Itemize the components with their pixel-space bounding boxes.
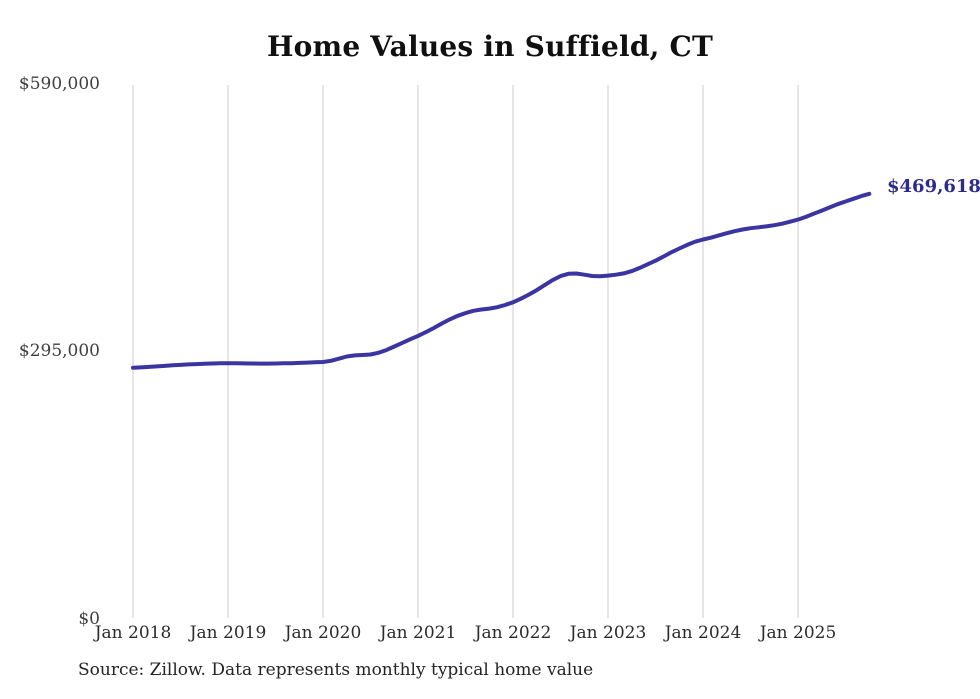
source-note: Source: Zillow. Data represents monthly … <box>78 660 594 680</box>
home-value-line <box>131 191 872 370</box>
x-axis-label-2019: Jan 2019 <box>189 623 267 643</box>
gridlines <box>132 85 799 618</box>
x-axis-label-2022: Jan 2022 <box>474 623 552 643</box>
latest-value-label: $469,618 <box>887 176 980 197</box>
chart-title: Home Values in Suffield, CT <box>266 30 714 63</box>
x-axis-label-2025: Jan 2025 <box>759 623 837 643</box>
x-axis-label-2021: Jan 2021 <box>379 623 457 643</box>
y-axis-label-top: $590,000 <box>18 74 100 94</box>
x-axis-label-2024: Jan 2024 <box>664 623 742 643</box>
x-axis-label-2018: Jan 2018 <box>94 623 172 643</box>
x-axis-label-2023: Jan 2023 <box>569 623 647 643</box>
y-axis-label-middle: $295,000 <box>18 341 100 361</box>
y-axis-label-zero: $0 <box>78 609 100 629</box>
x-axis-label-2020: Jan 2020 <box>284 623 362 643</box>
